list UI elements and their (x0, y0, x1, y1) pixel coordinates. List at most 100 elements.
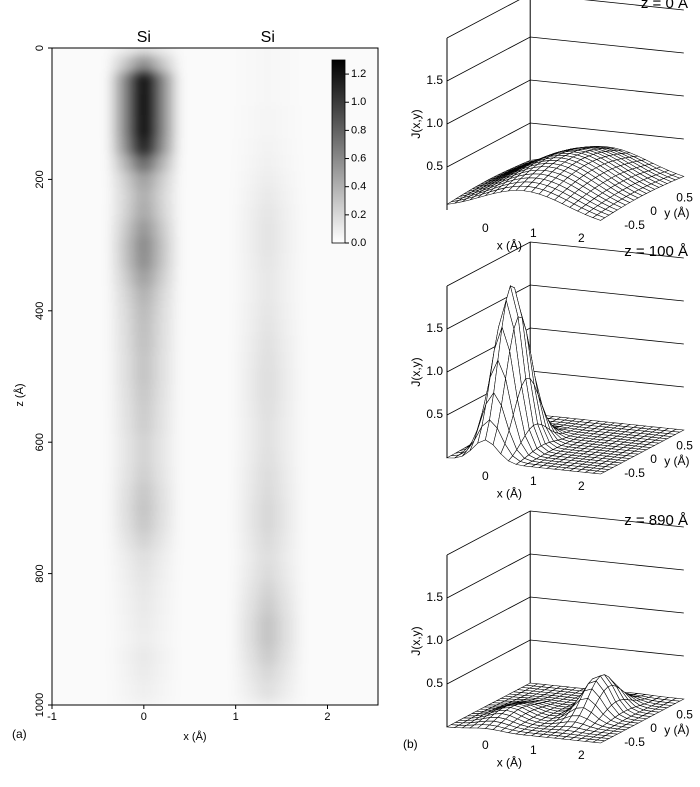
heatmap-cell (231, 286, 305, 303)
x-tick-label: 1 (530, 474, 537, 488)
y-axis-label: y (Å) (664, 722, 689, 737)
y-tick-label: 400 (34, 302, 46, 320)
heatmap-cell (107, 121, 181, 139)
grid-line (446, 327, 684, 373)
y-tick-label: 0 (650, 204, 657, 218)
heatmap-cell (107, 368, 181, 385)
heatmap-cell (107, 56, 181, 73)
heatmap-cell (107, 483, 181, 500)
heatmap-cell (231, 351, 305, 369)
column-label: Si (137, 29, 151, 46)
colorbar-tick-label: 0.0 (351, 237, 366, 249)
heatmap-cell (107, 450, 181, 467)
y-tick-label: 200 (34, 170, 46, 188)
surface-facet (591, 470, 606, 475)
colorbar (331, 59, 346, 244)
heatmap-cell (231, 204, 305, 221)
heatmap-cell (231, 401, 305, 418)
x-tick-label: 2 (578, 479, 585, 493)
z-tick-label: 0.5 (426, 407, 443, 421)
colorbar-tick-label: 0.8 (351, 124, 366, 136)
x-tick-label: 2 (324, 711, 330, 723)
z-tick-label: 1.5 (426, 321, 443, 335)
heatmap-cell (231, 499, 305, 517)
surface-facet (592, 214, 606, 221)
heatmap-cell (231, 89, 304, 105)
grid-line (446, 553, 684, 599)
y-tick-label: -0.5 (624, 466, 645, 480)
heatmap-cell (231, 483, 305, 500)
heatmap-cell (107, 631, 181, 648)
heatmap-cell (107, 548, 181, 566)
heatmap-cell (107, 417, 181, 434)
heatmap-cell (231, 532, 305, 549)
y-tick-label: 600 (34, 433, 46, 451)
heatmap-cell (231, 663, 305, 681)
heatmap-cell (107, 466, 181, 484)
heatmap-cell (231, 598, 305, 615)
heatmap-cell (107, 532, 181, 549)
heatmap-cell (231, 384, 305, 402)
heatmap-cell (107, 89, 181, 106)
y-tick-label: 1000 (34, 693, 46, 717)
heatmap-cell (231, 417, 305, 434)
z-tick-label: 1.5 (426, 590, 443, 604)
heatmap-cell (107, 680, 181, 697)
grid-line (446, 284, 684, 330)
grid-line (446, 596, 684, 642)
colorbar-tick-label: 0.4 (351, 181, 366, 193)
heatmap-cell (107, 335, 181, 352)
x-tick-label: 2 (578, 748, 585, 762)
grid-line (446, 36, 684, 82)
heatmap-cell (231, 236, 305, 254)
y-axis-label: z (Å) (13, 383, 26, 406)
heatmap-cell (107, 614, 181, 632)
heatmap-cell (107, 204, 181, 221)
heatmap-cell (107, 154, 181, 172)
heatmap-cell (231, 631, 305, 648)
heatmap-cell (107, 663, 181, 681)
colorbar-tick-label: 0.6 (351, 152, 366, 164)
plot-background (52, 48, 378, 705)
heatmap-cell (107, 401, 181, 418)
y-axis-label: y (Å) (664, 205, 689, 220)
x-axis-label: x (Å) (183, 730, 206, 743)
heatmap-cell (231, 466, 305, 484)
heatmap-cell (231, 450, 305, 467)
x-axis-label: x (Å) (497, 755, 522, 770)
y-tick-label: 0.5 (676, 438, 693, 452)
panel-title: z = 0 Å (641, 0, 688, 12)
heatmap-cell (107, 319, 181, 336)
x-tick-label: 1 (530, 743, 537, 757)
z-axis-label: J(x,y) (409, 109, 423, 138)
heatmap-cell (231, 302, 305, 320)
z-tick-label: 1.0 (426, 364, 443, 378)
y-tick-label: 0 (650, 452, 657, 466)
y-tick-label: 0 (34, 45, 46, 51)
heatmap-cell (107, 697, 180, 705)
heatmap-cell (107, 236, 181, 254)
heatmap-cell (231, 696, 305, 705)
y-tick-label: 0 (650, 721, 657, 735)
x-tick-label: 1 (233, 711, 239, 723)
heatmap-cell (107, 138, 181, 155)
panel-title: z = 100 Å (624, 243, 688, 260)
grid-line (446, 79, 684, 125)
heatmap-cell (231, 56, 304, 72)
x-tick-label: 0 (482, 221, 489, 235)
panel-label: (b) (403, 737, 418, 751)
column-label: Si (261, 29, 275, 46)
x-tick-label: 1 (530, 226, 537, 240)
z-axis-label: J(x,y) (409, 626, 423, 655)
wall-edge (446, 510, 684, 556)
heatmap-cell (231, 565, 305, 582)
heatmap-cell (231, 155, 304, 171)
heatmap-cell (107, 598, 181, 615)
heatmap-cell (107, 105, 181, 122)
heatmap-cells (107, 48, 305, 705)
heatmap-cell (231, 548, 305, 566)
wall-edge (446, 241, 684, 287)
x-axis-label: x (Å) (497, 238, 522, 253)
panel-label: (a) (12, 727, 27, 741)
heatmap-cell (231, 433, 305, 451)
